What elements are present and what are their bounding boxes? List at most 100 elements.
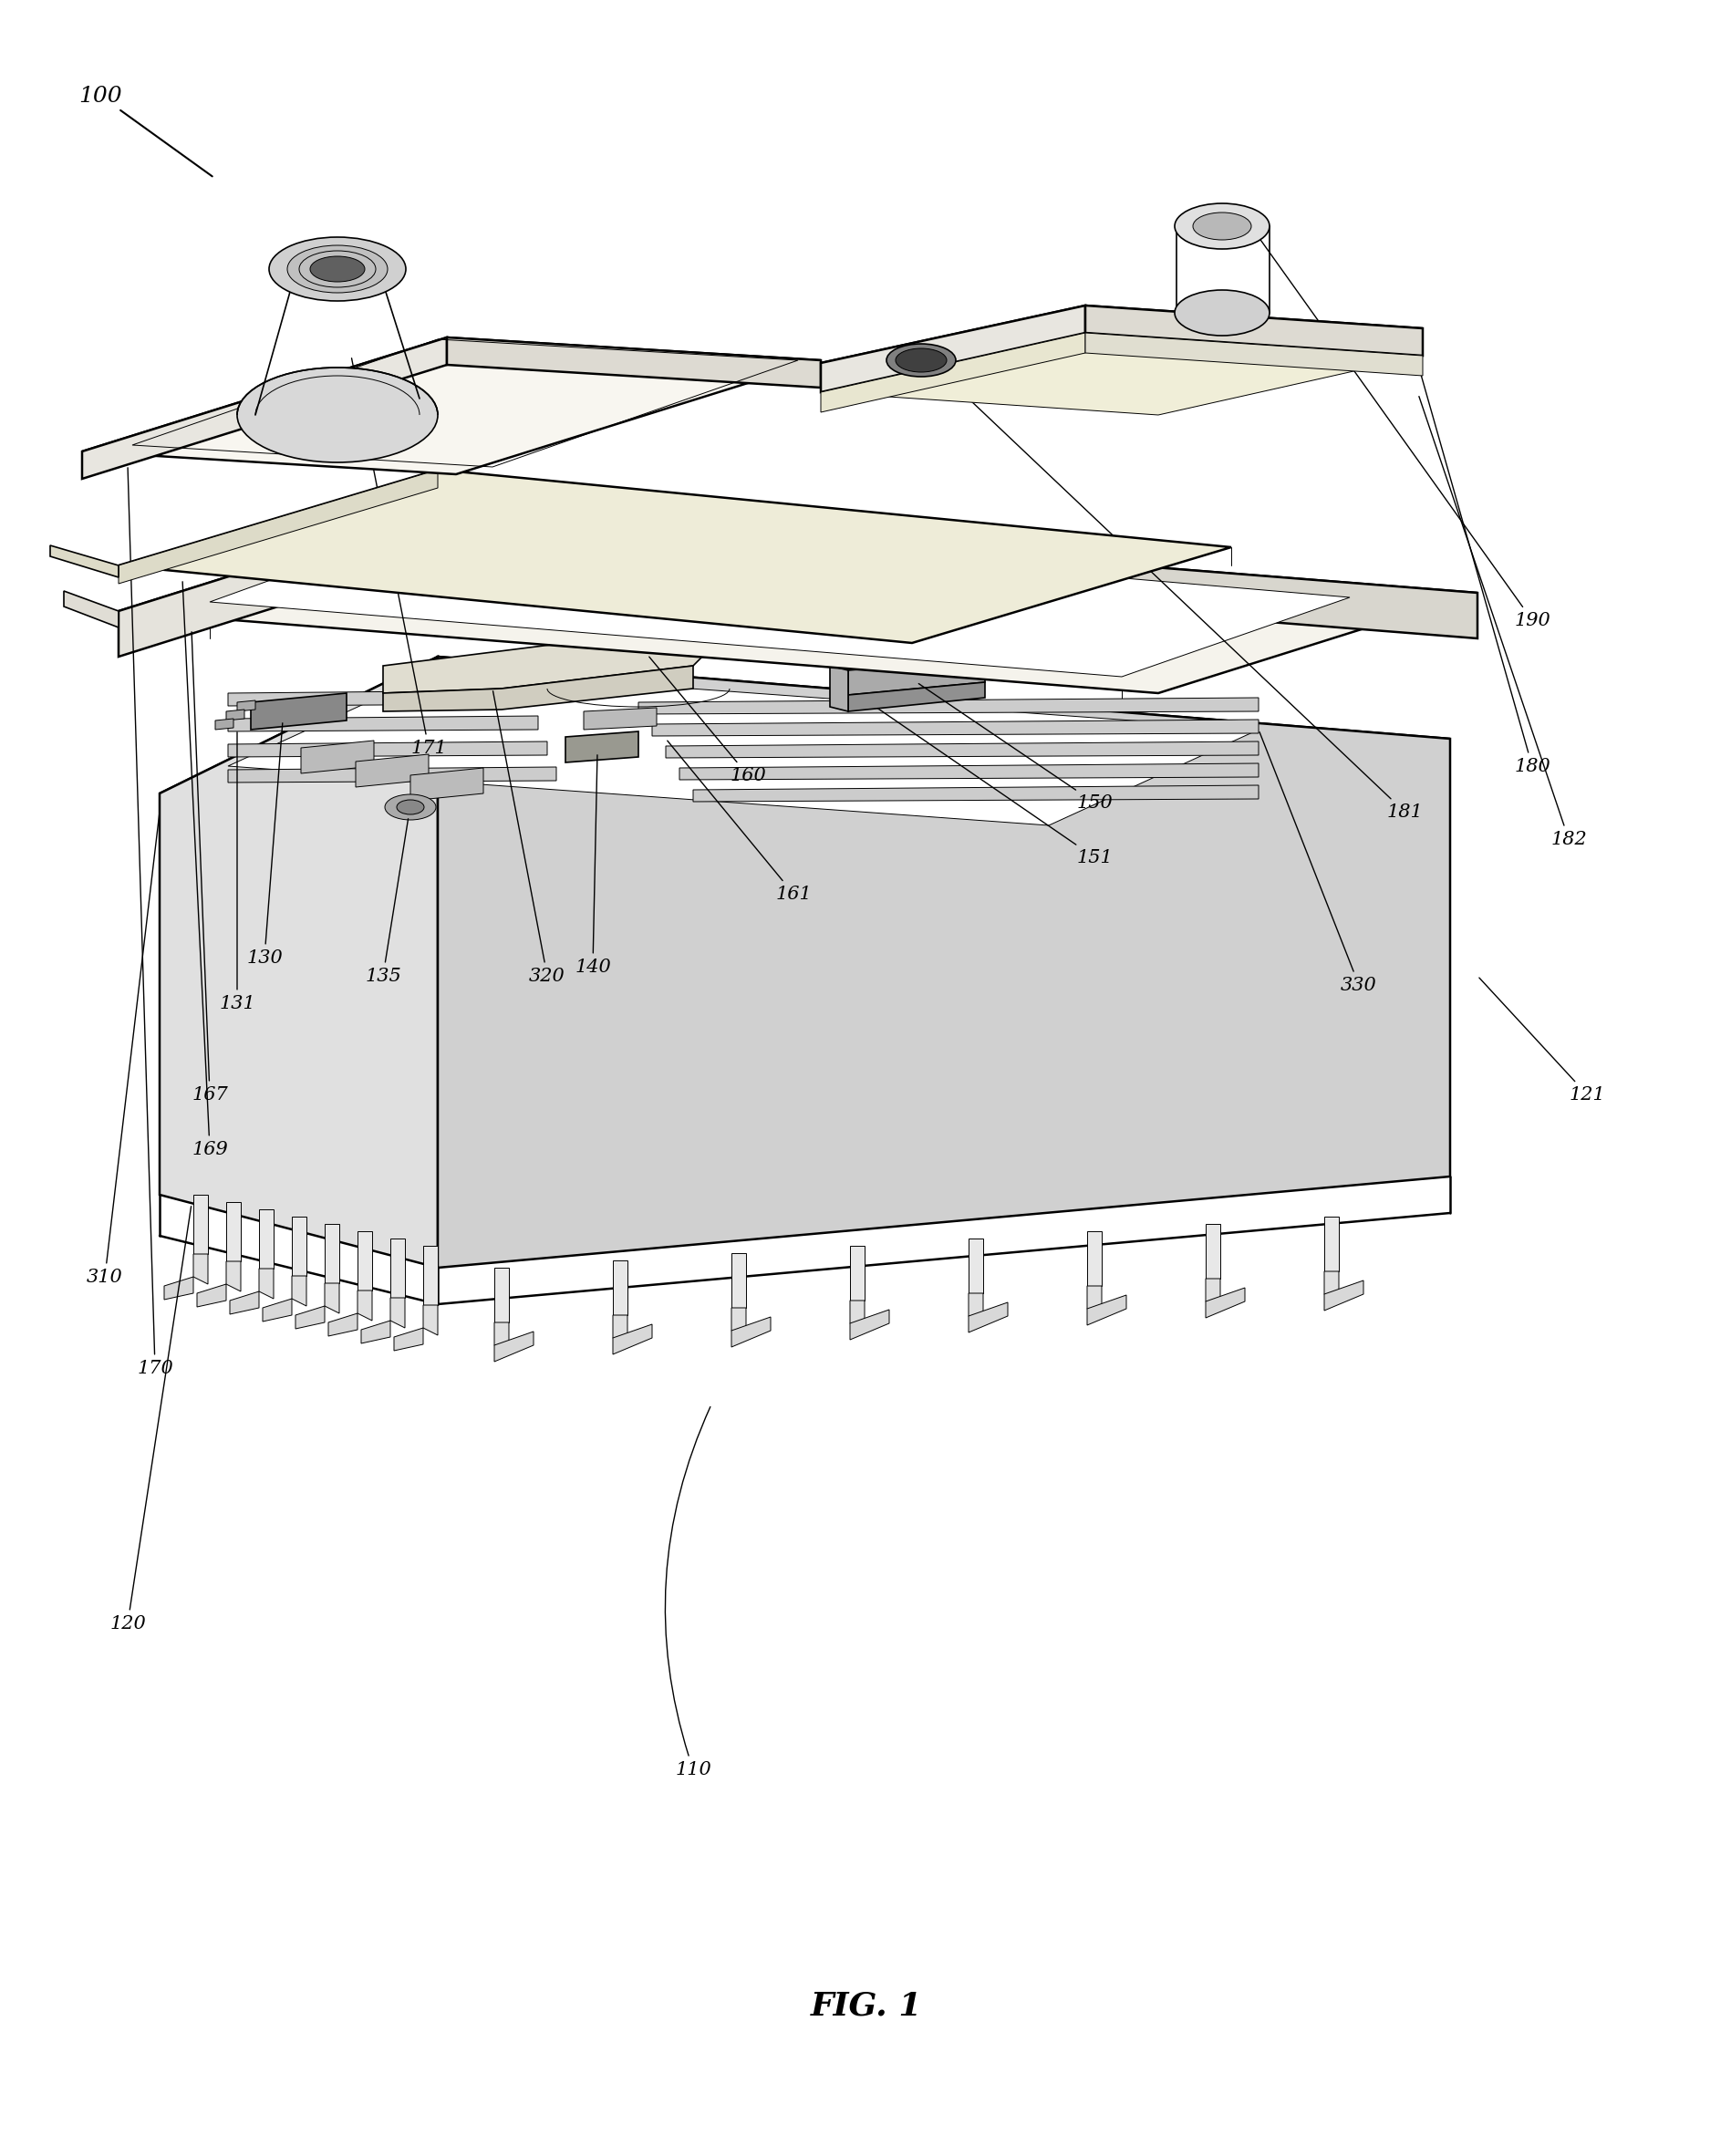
- Polygon shape: [829, 666, 848, 711]
- Polygon shape: [1087, 1296, 1125, 1326]
- Text: 182: 182: [1418, 397, 1586, 847]
- Polygon shape: [228, 690, 528, 705]
- Polygon shape: [228, 716, 538, 731]
- Polygon shape: [653, 720, 1258, 735]
- Text: 121: 121: [1478, 977, 1605, 1104]
- Text: 150: 150: [917, 683, 1111, 811]
- Polygon shape: [1085, 306, 1421, 356]
- Polygon shape: [81, 338, 820, 474]
- Text: 151: 151: [878, 709, 1111, 867]
- Polygon shape: [730, 1253, 746, 1309]
- Polygon shape: [260, 1210, 273, 1268]
- Polygon shape: [164, 1276, 194, 1300]
- Polygon shape: [850, 1300, 864, 1330]
- Polygon shape: [237, 701, 254, 711]
- Polygon shape: [296, 1307, 324, 1328]
- Polygon shape: [848, 658, 985, 694]
- Polygon shape: [263, 1298, 293, 1322]
- Text: 320: 320: [493, 692, 564, 985]
- Polygon shape: [493, 1322, 509, 1352]
- Polygon shape: [410, 768, 483, 800]
- Polygon shape: [665, 742, 1258, 759]
- Polygon shape: [1324, 1272, 1338, 1302]
- Text: 135: 135: [365, 819, 409, 985]
- Text: 131: 131: [218, 733, 254, 1011]
- Polygon shape: [215, 718, 234, 729]
- Text: 310: 310: [87, 815, 159, 1285]
- Polygon shape: [447, 338, 820, 388]
- Polygon shape: [1324, 1281, 1362, 1311]
- Polygon shape: [1205, 1279, 1220, 1309]
- Polygon shape: [1324, 1216, 1338, 1272]
- Text: FIG. 1: FIG. 1: [810, 1990, 923, 2022]
- Polygon shape: [227, 1203, 241, 1261]
- Polygon shape: [194, 1194, 208, 1255]
- Polygon shape: [383, 638, 711, 692]
- Polygon shape: [850, 1309, 888, 1339]
- Text: 181: 181: [936, 369, 1421, 819]
- Polygon shape: [968, 1294, 983, 1324]
- Ellipse shape: [287, 246, 388, 293]
- Polygon shape: [968, 1302, 1007, 1332]
- Text: 100: 100: [78, 86, 213, 177]
- Polygon shape: [81, 338, 447, 479]
- Polygon shape: [118, 511, 438, 658]
- Ellipse shape: [886, 343, 956, 377]
- Ellipse shape: [1193, 213, 1250, 239]
- Polygon shape: [389, 1298, 405, 1328]
- Text: 167: 167: [192, 632, 228, 1104]
- Polygon shape: [357, 1291, 372, 1322]
- Polygon shape: [301, 740, 374, 774]
- Polygon shape: [820, 306, 1421, 386]
- Polygon shape: [362, 1322, 389, 1343]
- Polygon shape: [260, 1268, 273, 1298]
- Polygon shape: [194, 1255, 208, 1285]
- Polygon shape: [1085, 332, 1421, 375]
- Text: 330: 330: [1258, 733, 1376, 994]
- Ellipse shape: [384, 793, 436, 819]
- Polygon shape: [820, 332, 1421, 414]
- Polygon shape: [613, 1315, 627, 1345]
- Polygon shape: [383, 666, 692, 711]
- Ellipse shape: [1174, 291, 1269, 336]
- Polygon shape: [422, 1304, 438, 1335]
- Polygon shape: [493, 1268, 509, 1322]
- Polygon shape: [1205, 1225, 1220, 1279]
- Polygon shape: [820, 332, 1085, 412]
- Polygon shape: [583, 707, 656, 729]
- Polygon shape: [324, 1225, 339, 1283]
- Polygon shape: [228, 742, 547, 757]
- Polygon shape: [850, 1246, 864, 1300]
- Polygon shape: [324, 1283, 339, 1313]
- Text: 190: 190: [1260, 239, 1549, 630]
- Polygon shape: [159, 658, 438, 1268]
- Polygon shape: [357, 1231, 372, 1291]
- Polygon shape: [393, 1328, 422, 1350]
- Text: 169: 169: [182, 582, 228, 1158]
- Polygon shape: [820, 306, 1085, 392]
- Polygon shape: [564, 731, 639, 763]
- Text: 130: 130: [246, 722, 282, 966]
- Polygon shape: [679, 763, 1258, 780]
- Text: 170: 170: [128, 468, 173, 1378]
- Polygon shape: [293, 1216, 306, 1276]
- Polygon shape: [438, 511, 1477, 638]
- Polygon shape: [1087, 1231, 1101, 1285]
- Polygon shape: [197, 1285, 227, 1307]
- Polygon shape: [1205, 1287, 1245, 1317]
- Polygon shape: [329, 1313, 357, 1337]
- Polygon shape: [493, 1332, 533, 1363]
- Polygon shape: [209, 520, 1348, 677]
- Text: 171: 171: [351, 358, 447, 757]
- Text: 140: 140: [575, 755, 611, 975]
- Polygon shape: [355, 755, 428, 787]
- Polygon shape: [730, 1309, 746, 1339]
- Polygon shape: [118, 470, 438, 584]
- Ellipse shape: [268, 237, 405, 302]
- Ellipse shape: [1174, 203, 1269, 248]
- Text: 160: 160: [649, 658, 765, 785]
- Polygon shape: [230, 1291, 260, 1315]
- Polygon shape: [159, 658, 1449, 875]
- Polygon shape: [227, 709, 244, 720]
- Polygon shape: [613, 1324, 653, 1354]
